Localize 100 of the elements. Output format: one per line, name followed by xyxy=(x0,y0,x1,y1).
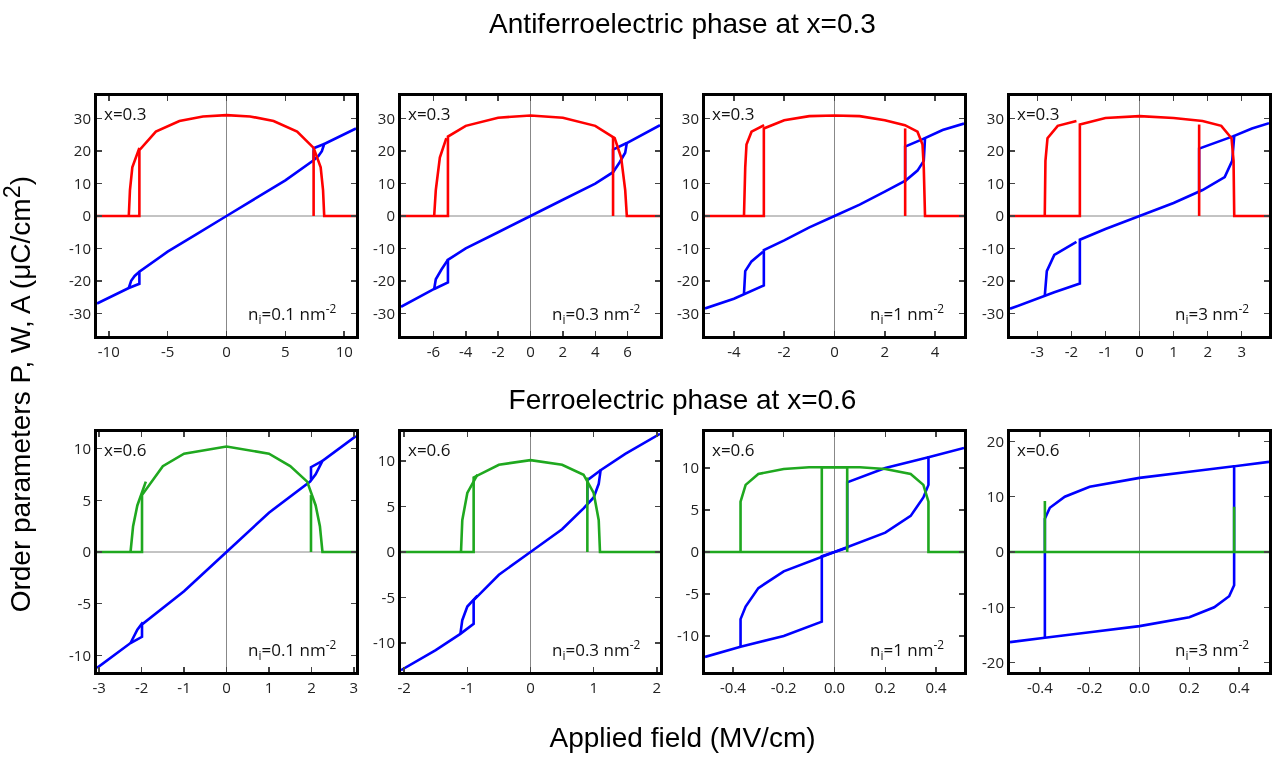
x-tick-label: 0 xyxy=(1135,341,1144,361)
x-tick-label: 0.2 xyxy=(874,677,896,697)
y-tick-label: -10 xyxy=(373,632,395,653)
y-tick-label: 30 xyxy=(986,107,1004,128)
annotation: x=0.6 xyxy=(408,438,451,461)
y-tick-label: 10 xyxy=(377,450,395,471)
annotation: n$_{i}$=0.3 nm$^{-2}$ xyxy=(552,636,641,663)
x-tick-label: -4 xyxy=(459,341,473,361)
text: Antiferroelectric phase at x=0.3 xyxy=(488,8,877,40)
y-tick-label: 0 xyxy=(690,541,699,562)
y-tick-label: -20 xyxy=(69,270,91,291)
y-tick-label: 5 xyxy=(82,489,91,510)
y-tick-label: 0 xyxy=(995,205,1004,226)
x-tick-label: -2 xyxy=(491,341,505,361)
x-tick-label: -6 xyxy=(426,341,441,361)
y-tick-label: 20 xyxy=(986,430,1004,451)
x-tick-label: 4 xyxy=(590,341,600,361)
y-tick-label: -30 xyxy=(677,302,699,323)
y-tick-label: 0 xyxy=(82,205,91,226)
y-tick-label: 20 xyxy=(73,140,91,161)
x-tick-label: 0.4 xyxy=(925,677,948,697)
annotation: x=0.6 xyxy=(104,438,147,461)
y-tick-label: -10 xyxy=(69,644,91,665)
y-tick-label: 20 xyxy=(681,140,699,161)
y-tick-label: 10 xyxy=(73,172,91,193)
y-tick-label: 10 xyxy=(681,457,699,478)
x-tick-label: 3 xyxy=(1237,341,1247,361)
x-tick-label: 4 xyxy=(930,341,940,361)
y-tick-label: 10 xyxy=(681,172,699,193)
y-tick-label: 10 xyxy=(377,172,395,193)
y-tick-label: 10 xyxy=(73,437,91,458)
text: Applied field (MV/cm) xyxy=(548,722,817,754)
annotation: n$_{i}$=3 nm$^{-2}$ xyxy=(1175,636,1250,663)
y-tick-label: 5 xyxy=(690,499,699,520)
annotation: n$_{i}$=0.1 nm$^{-2}$ xyxy=(248,636,337,663)
y-tick-label: -10 xyxy=(982,237,1004,258)
x-tick-label: -1 xyxy=(1098,341,1113,361)
y-tick-label: 0 xyxy=(386,541,395,562)
y-tick-label: -30 xyxy=(982,302,1004,323)
x-tick-label: -3 xyxy=(1030,341,1044,361)
x-tick-label: 1 xyxy=(264,677,274,697)
x-tick-label: 0 xyxy=(526,341,535,361)
x-tick-label: -3 xyxy=(92,677,106,697)
x-tick-label: 0.4 xyxy=(1228,677,1251,697)
annotation: x=0.3 xyxy=(104,102,147,125)
x-tick-label: -0.4 xyxy=(719,677,747,697)
x-tick-label: -2 xyxy=(134,677,149,697)
y-tick-label: -20 xyxy=(677,270,699,291)
text: Ferroelectric phase at x=0.6 xyxy=(507,384,858,416)
annotation: x=0.6 xyxy=(1017,438,1060,461)
x-tick-label: 2 xyxy=(558,341,568,361)
y-tick-label: -5 xyxy=(381,586,395,607)
y-tick-label: -10 xyxy=(677,237,699,258)
x-tick-label: 2 xyxy=(1203,341,1212,361)
x-tick-label: 10 xyxy=(335,341,353,361)
annotation: x=0.3 xyxy=(1017,102,1060,125)
y-tick-label: -30 xyxy=(373,302,395,323)
x-tick-label: 0 xyxy=(830,341,839,361)
x-tick-label: 1 xyxy=(589,677,598,697)
annotation: n$_{i}$=0.1 nm$^{-2}$ xyxy=(248,300,337,327)
x-tick-label: 1 xyxy=(1169,341,1178,361)
y-tick-label: -20 xyxy=(982,651,1004,672)
x-tick-label: 0.2 xyxy=(1178,677,1200,697)
x-tick-label: 5 xyxy=(281,341,290,361)
x-tick-label: 0.0 xyxy=(823,677,846,697)
annotation: n$_{i}$=1 nm$^{-2}$ xyxy=(870,636,945,663)
annotation: n$_{i}$=0.3 nm$^{-2}$ xyxy=(552,300,641,327)
x-tick-label: 2 xyxy=(880,341,890,361)
y-tick-label: -5 xyxy=(685,583,699,604)
x-tick-label: -2 xyxy=(777,341,791,361)
x-tick-label: 0.0 xyxy=(1128,677,1151,697)
x-tick-label: -0.4 xyxy=(1026,677,1054,697)
x-tick-label: 3 xyxy=(349,677,359,697)
y-tick-label: 30 xyxy=(377,107,395,128)
x-tick-label: -1 xyxy=(177,677,191,697)
y-tick-label: -10 xyxy=(982,596,1004,617)
y-tick-label: 0 xyxy=(386,205,395,226)
x-tick-label: -5 xyxy=(160,341,175,361)
y-tick-label: -20 xyxy=(982,270,1004,291)
y-tick-label: 10 xyxy=(986,172,1004,193)
y-tick-label: 30 xyxy=(73,107,91,128)
y-tick-label: -5 xyxy=(77,592,91,613)
annotation: x=0.6 xyxy=(712,438,755,461)
x-tick-label: 6 xyxy=(623,341,632,361)
y-tick-label: 0 xyxy=(82,541,91,562)
y-tick-label: 0 xyxy=(690,205,699,226)
x-tick-label: -0.2 xyxy=(770,677,797,697)
y-tick-label: -10 xyxy=(373,237,395,258)
y-tick-label: -10 xyxy=(677,625,699,646)
y-tick-label: 20 xyxy=(986,140,1004,161)
x-tick-label: -10 xyxy=(97,341,120,361)
x-tick-label: -2 xyxy=(1064,341,1079,361)
x-tick-label: 2 xyxy=(307,677,316,697)
x-tick-label: -1 xyxy=(460,677,475,697)
x-tick-label: -4 xyxy=(727,341,742,361)
annotation: n$_{i}$=1 nm$^{-2}$ xyxy=(870,300,945,327)
x-tick-label: 2 xyxy=(652,677,662,697)
y-tick-label: 0 xyxy=(995,541,1004,562)
annotation: x=0.3 xyxy=(408,102,451,125)
y-tick-label: 20 xyxy=(377,140,395,161)
